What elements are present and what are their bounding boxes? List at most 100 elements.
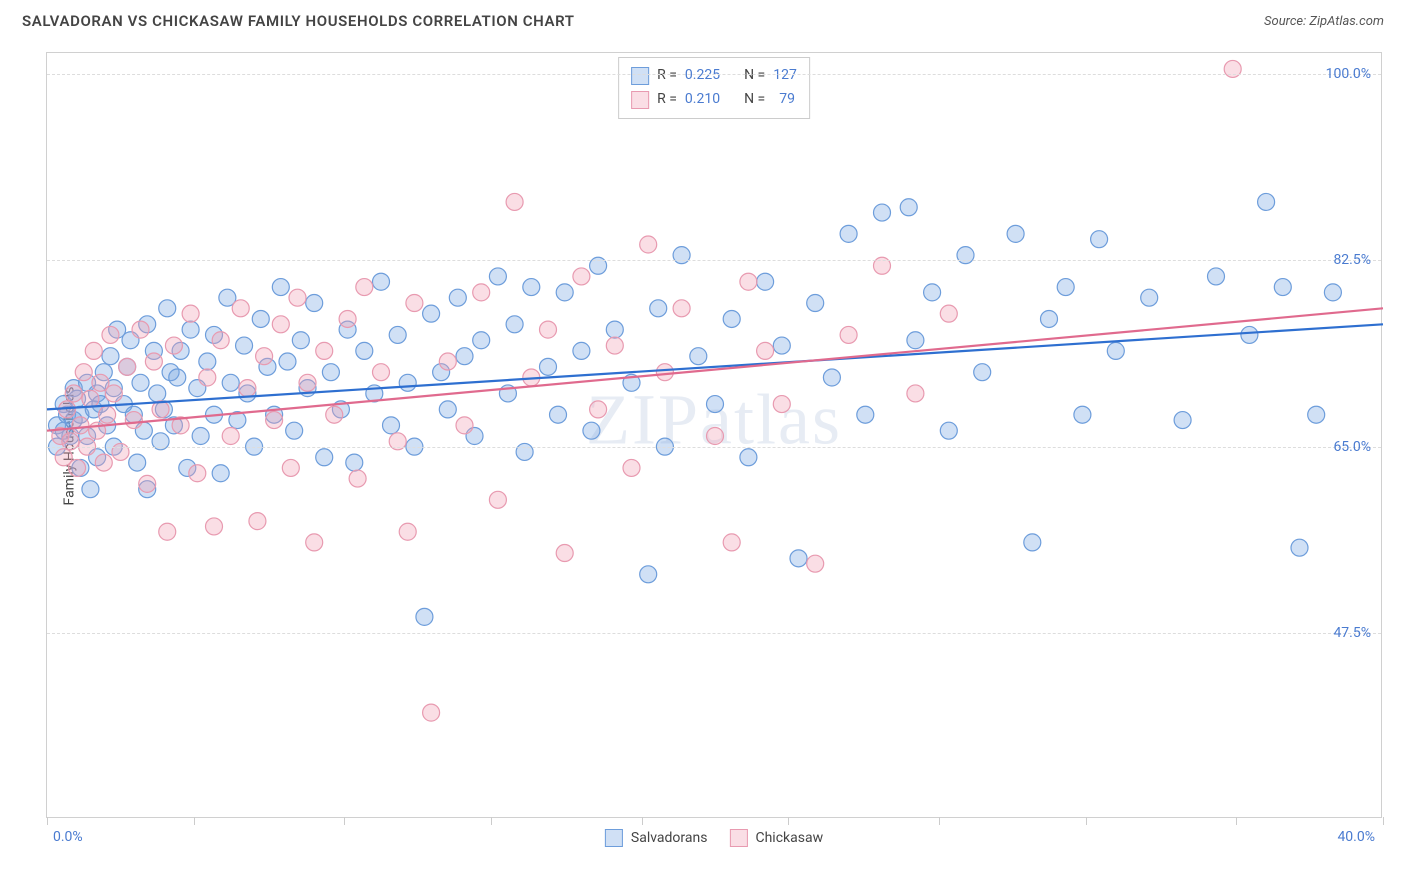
scatter-point [757,273,774,290]
scatter-point [222,374,239,391]
scatter-point [606,337,623,354]
scatter-point [974,364,991,381]
scatter-point [389,326,406,343]
scatter-point [212,332,229,349]
scatter-point [423,704,440,721]
scatter-point [1007,225,1024,242]
r-label: R = [657,88,677,112]
scatter-point [239,380,256,397]
scatter-point [506,193,523,210]
scatter-point [75,364,92,381]
scatter-point [95,454,112,471]
scatter-point [1274,279,1291,296]
scatter-point [707,428,724,445]
scatter-point [383,417,400,434]
scatter-point [857,406,874,423]
r-label: R = [657,64,677,88]
x-max-label: 40.0% [1337,829,1375,845]
legend-label-chickasaw: Chickasaw [755,830,823,846]
x-min-label: 0.0% [53,829,83,845]
scatter-plot [47,53,1381,817]
scatter-point [439,401,456,418]
legend-item-chickasaw: Chickasaw [729,829,823,847]
scatter-point [640,566,657,583]
scatter-point [416,608,433,625]
scatter-point [556,284,573,301]
gridline [47,633,1381,634]
series-legend: Salvadorans Chickasaw [605,829,823,847]
scatter-point [1041,310,1058,327]
x-tick [642,817,643,825]
scatter-point [1258,193,1275,210]
scatter-point [790,550,807,567]
scatter-point [206,518,223,535]
scatter-point [159,523,176,540]
scatter-point [266,412,283,429]
scatter-point [1107,342,1124,359]
scatter-point [145,353,162,370]
scatter-point [423,305,440,322]
scatter-point [69,459,86,476]
gridline [47,260,1381,261]
r-value-salvadorans: 0.225 [685,64,720,88]
scatter-point [590,401,607,418]
correlation-legend: R = 0.225 N = 127 R = 0.210 N = 79 [618,57,810,119]
scatter-point [583,422,600,439]
scatter-point [189,465,206,482]
scatter-point [286,422,303,439]
scatter-point [623,459,640,476]
scatter-point [159,300,176,317]
scatter-point [940,305,957,322]
scatter-point [573,268,590,285]
scatter-point [473,284,490,301]
scatter-point [182,305,199,322]
scatter-point [1091,231,1108,248]
scatter-point [449,289,466,306]
legend-label-salvadorans: Salvadorans [631,830,708,846]
n-label: N = [744,88,765,112]
scatter-point [556,545,573,562]
scatter-point [373,364,390,381]
scatter-point [356,342,373,359]
scatter-point [473,332,490,349]
scatter-point [550,406,567,423]
scatter-point [82,481,99,498]
scatter-point [222,428,239,445]
scatter-point [399,523,416,540]
scatter-point [650,300,667,317]
x-tick [939,817,940,825]
scatter-point [356,279,373,296]
scatter-point [129,454,146,471]
x-tick [1236,817,1237,825]
scatter-point [236,337,253,354]
legend-swatch-salvadorans [631,67,649,85]
scatter-point [105,385,122,402]
gridline [47,447,1381,448]
scatter-point [132,374,149,391]
legend-item-salvadorans: Salvadorans [605,829,708,847]
scatter-point [874,204,891,221]
scatter-point [102,326,119,343]
scatter-point [399,374,416,391]
scatter-point [807,555,824,572]
scatter-point [840,225,857,242]
scatter-point [326,406,343,423]
scatter-point [489,491,506,508]
x-tick [788,817,789,825]
r-value-chickasaw: 0.210 [685,88,720,112]
y-tick-label: 82.5% [1333,252,1371,268]
scatter-point [773,337,790,354]
scatter-point [900,199,917,216]
scatter-point [1024,534,1041,551]
scatter-point [807,295,824,312]
scatter-point [1174,412,1191,429]
scatter-point [346,454,363,471]
scatter-point [82,390,99,407]
scatter-point [723,534,740,551]
x-tick [47,817,48,825]
scatter-point [489,268,506,285]
scatter-point [690,348,707,365]
scatter-point [1057,279,1074,296]
scatter-point [606,321,623,338]
scatter-point [232,300,249,317]
